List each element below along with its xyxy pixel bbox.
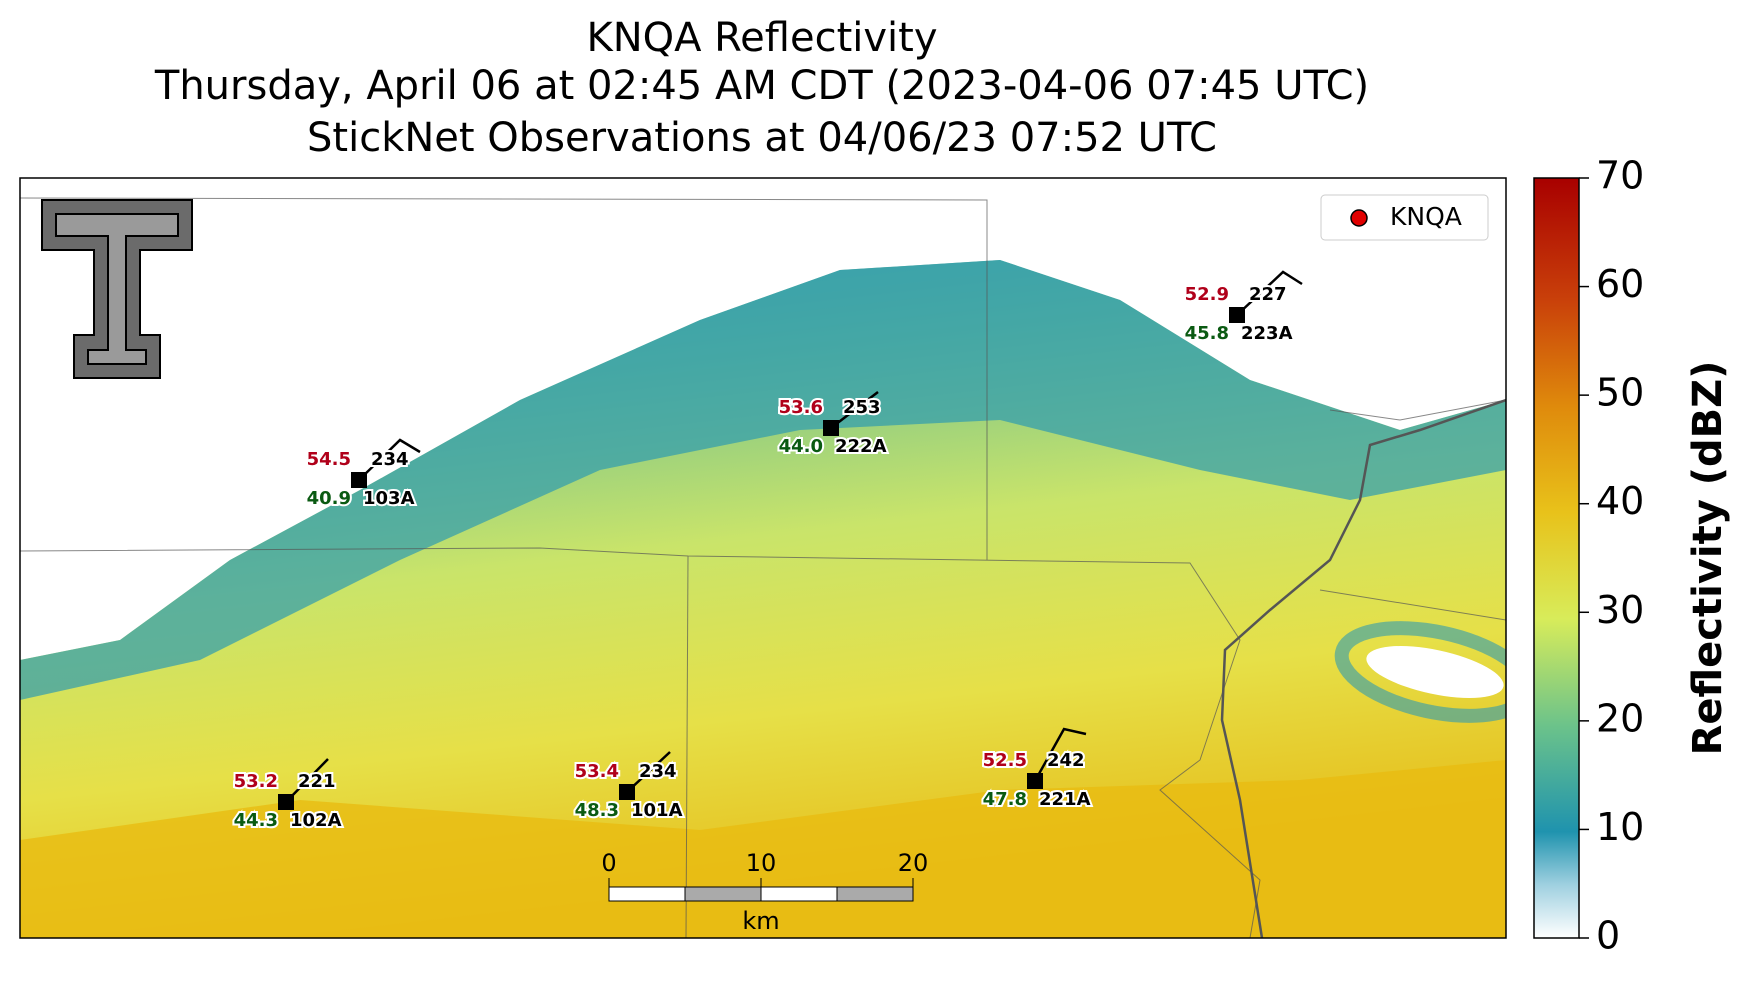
- wind-barb: [358, 438, 421, 481]
- station-marker: [619, 784, 635, 800]
- dewpoint: 44.0: [779, 436, 823, 457]
- wind-value: 234: [639, 761, 677, 782]
- scale-label: 20: [898, 849, 929, 877]
- station-id: 223A: [1241, 323, 1293, 344]
- dewpoint: 45.8: [1185, 323, 1229, 344]
- station-id: 222A: [835, 436, 887, 457]
- station-id: 102A: [290, 810, 342, 831]
- colorbar-tick-label: 70: [1596, 154, 1644, 198]
- station-marker: [1229, 307, 1245, 323]
- wind-value: 242: [1047, 750, 1085, 771]
- wind-barb: [1033, 727, 1087, 782]
- temperature: 54.5: [307, 449, 351, 470]
- reflectivity-field: [20, 178, 1506, 938]
- station-id: 101A: [631, 800, 683, 821]
- temperature: 53.4: [575, 761, 619, 782]
- station-id: 103A: [363, 488, 415, 509]
- wind-value: 253: [843, 397, 881, 418]
- colorbar-tick-label: 0: [1596, 914, 1620, 958]
- station-marker: [823, 420, 839, 436]
- dewpoint: 48.3: [575, 800, 619, 821]
- dewpoint: 44.3: [234, 810, 278, 831]
- colorbar-tick-label: 60: [1596, 262, 1644, 306]
- dewpoint: 47.8: [983, 789, 1027, 810]
- subtitle: StickNet Observations at 04/06/23 07:52 …: [307, 115, 1217, 161]
- dewpoint: 40.9: [307, 488, 351, 509]
- title: KNQA Reflectivity: [586, 15, 937, 61]
- subtitle: Thursday, April 06 at 02:45 AM CDT (2023…: [154, 63, 1369, 109]
- station-marker: [351, 472, 367, 488]
- scale-segment: [684, 886, 762, 902]
- colorbar-label: Reflectivity (dBZ): [1685, 361, 1731, 756]
- colorbar-tick-label: 40: [1596, 479, 1644, 523]
- colorbar-tick-label: 50: [1596, 371, 1644, 415]
- wind-value: 221: [298, 771, 336, 792]
- temperature: 53.6: [779, 397, 823, 418]
- wind-value: 234: [371, 449, 409, 470]
- station-marker: [1027, 773, 1043, 789]
- legend-label: KNQA: [1390, 202, 1462, 231]
- legend-marker: [1350, 209, 1368, 227]
- wind-barb: [1236, 270, 1303, 316]
- scale-unit: km: [742, 907, 779, 935]
- logo: [41, 199, 193, 379]
- map-frame: [19, 177, 1507, 939]
- temperature: 53.2: [234, 771, 278, 792]
- colorbar-tick-label: 30: [1596, 588, 1644, 632]
- scale-segment: [836, 886, 914, 902]
- colorbar-tick-label: 10: [1596, 805, 1644, 849]
- scale-label: 10: [746, 849, 777, 877]
- wind-value: 227: [1249, 284, 1287, 305]
- temperature: 52.5: [983, 750, 1027, 771]
- station-id: 221A: [1039, 789, 1091, 810]
- colorbar: [1533, 177, 1580, 939]
- legend: KNQA: [1320, 194, 1489, 241]
- colorbar-tick-label: 20: [1596, 696, 1644, 740]
- station-marker: [278, 794, 294, 810]
- scale-label: 0: [601, 849, 616, 877]
- temperature: 52.9: [1185, 284, 1229, 305]
- scale-segment: [608, 886, 686, 902]
- scale-segment: [760, 886, 838, 902]
